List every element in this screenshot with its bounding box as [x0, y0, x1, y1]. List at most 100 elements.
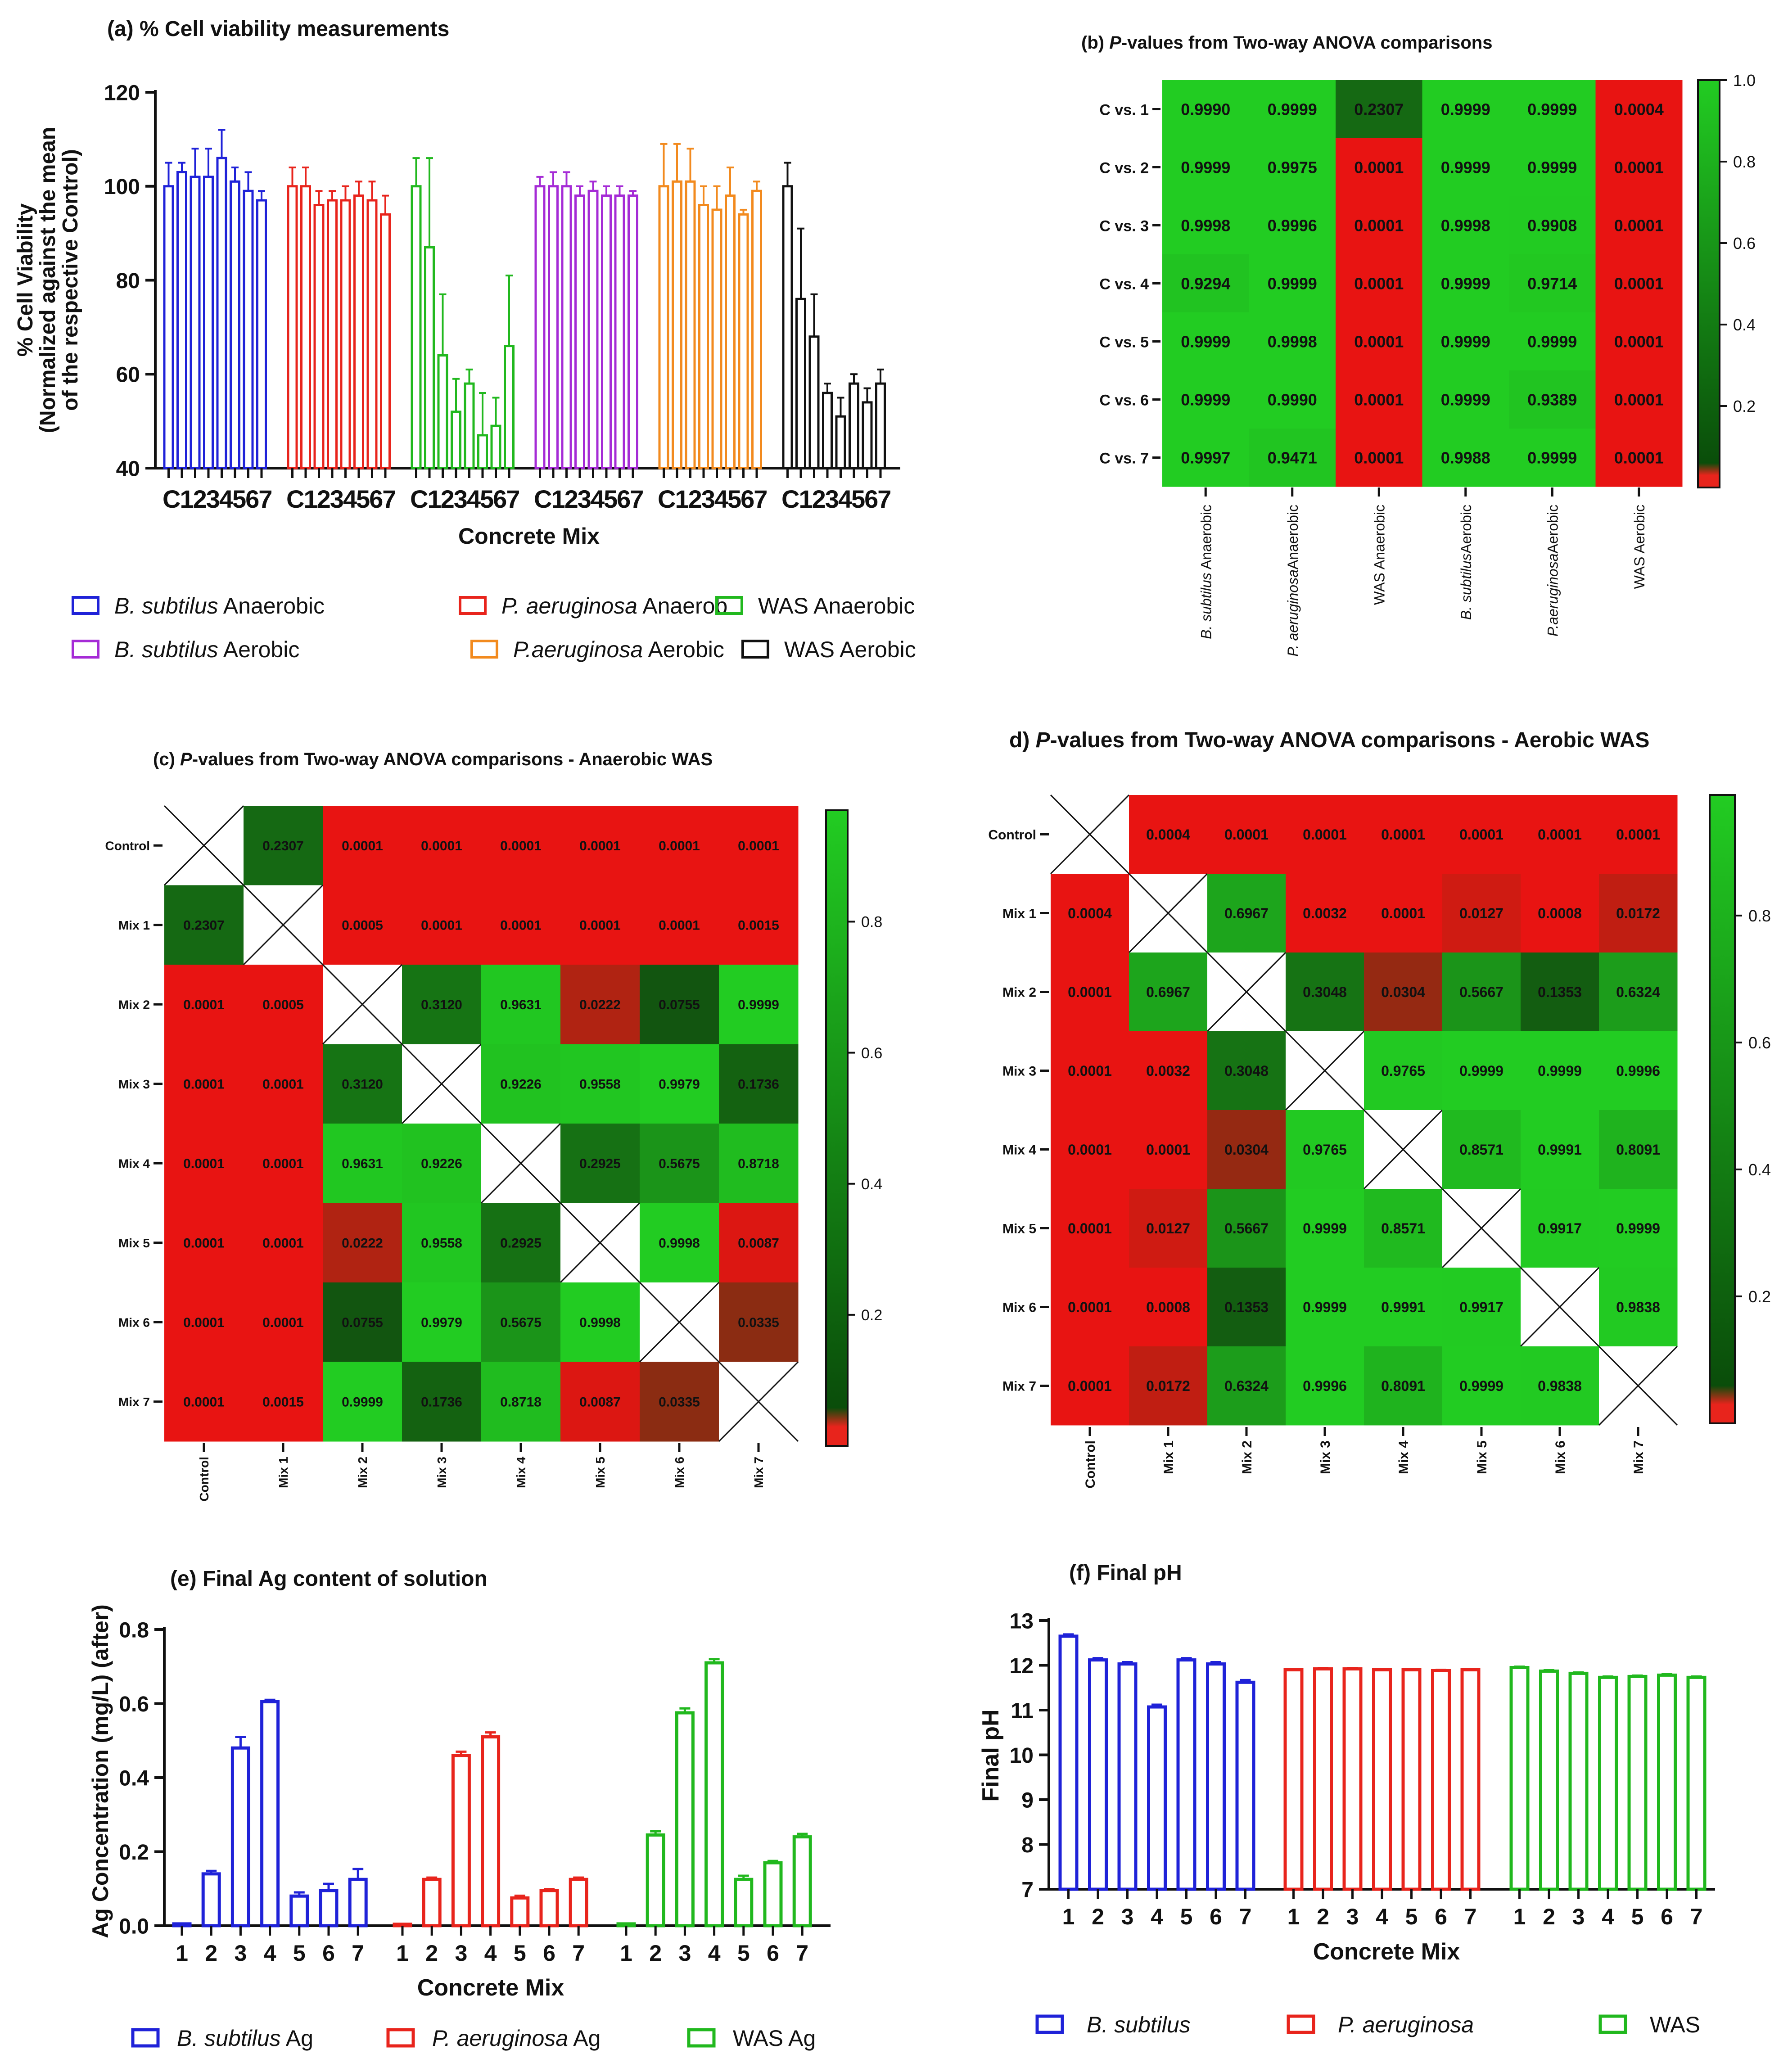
x-tick-label: 7 — [1690, 1904, 1703, 1929]
cell-value: 0.9999 — [1459, 1063, 1504, 1079]
heatmap-cell — [640, 1362, 719, 1442]
column-label: Mix 7 — [752, 1457, 766, 1488]
x-tick-label: 4 — [264, 1941, 276, 1966]
bar — [201, 1872, 221, 1928]
heatmap-cell — [164, 1362, 244, 1442]
cell-value: 0.9988 — [1441, 449, 1490, 467]
diagonal-cross — [163, 805, 244, 886]
heatmap-cell — [1599, 1031, 1678, 1110]
cell-value: 0.6324 — [1616, 984, 1660, 1000]
x-tick-label: 1 — [1513, 1904, 1526, 1929]
cell-value: 0.9631 — [342, 1156, 383, 1171]
bar — [1206, 1662, 1226, 1891]
label-italic-part: B. subtilus — [177, 2026, 281, 2051]
cell-value: 0.9999 — [1459, 1378, 1504, 1394]
diagonal-cross — [718, 1361, 799, 1442]
heatmap-cell — [244, 1362, 323, 1442]
cell-value: 0.6324 — [1224, 1378, 1269, 1394]
cell-value: 0.0335 — [738, 1315, 779, 1330]
cell-value: 0.0001 — [1614, 391, 1664, 409]
bar — [163, 185, 174, 469]
cell-value: 0.1736 — [738, 1077, 779, 1092]
heatmap-cell — [1599, 1268, 1678, 1347]
cell-value: 0.9908 — [1527, 217, 1577, 235]
heatmap-cell — [1364, 952, 1443, 1032]
heatmap-cell — [1051, 1031, 1129, 1110]
heatmap-cell — [1162, 196, 1249, 255]
column-label: P. aeruginosaAnaerobic — [1285, 505, 1301, 656]
heatmap-cell — [1051, 1189, 1129, 1268]
bar — [477, 434, 488, 469]
cell-value: 0.9917 — [1538, 1220, 1582, 1237]
x-tick-label: 1 — [176, 1941, 188, 1966]
x-tick-label: 1 — [620, 1941, 632, 1966]
column-label: Mix 3 — [435, 1457, 449, 1488]
bar — [658, 185, 669, 469]
heatmap-cell — [481, 1282, 561, 1362]
heatmap-cell — [481, 885, 561, 965]
heatmap-cell — [1249, 312, 1336, 371]
cell-value: 0.0015 — [262, 1395, 304, 1410]
label-italic-part: P.aeruginosa — [1544, 554, 1561, 636]
x-tick-label: 3 — [1572, 1904, 1585, 1929]
heatmap-cell — [1442, 1110, 1521, 1189]
cell-value: 0.9999 — [1303, 1299, 1347, 1315]
label-italic-part: B. subtilus — [1087, 2012, 1191, 2037]
cell-value: 0.0001 — [1616, 826, 1660, 843]
heatmap-cell — [1207, 1189, 1286, 1268]
heatmap-cell — [1509, 196, 1596, 255]
column-label: Mix 7 — [1631, 1440, 1646, 1474]
heatmap-cell — [719, 806, 799, 885]
y-tick-label: 40 — [116, 457, 140, 481]
label-plain-part: Aerobic — [1458, 505, 1474, 554]
cell-value: 0.9991 — [1538, 1142, 1582, 1158]
cell-value: 0.9999 — [1527, 333, 1577, 351]
bar — [725, 194, 736, 469]
heatmap-cell — [323, 1044, 402, 1124]
bar — [190, 176, 201, 469]
cell-value: 0.5667 — [1224, 1220, 1269, 1237]
diagonal-cross — [1520, 1267, 1600, 1347]
diagonal-cross — [243, 885, 324, 966]
cell-value: 0.3120 — [342, 1077, 383, 1092]
heatmap-cell — [640, 806, 719, 885]
chart-title: (c) P-values from Two-way ANOVA comparis… — [153, 749, 713, 769]
heatmap-cell — [164, 965, 244, 1044]
bar — [1283, 1668, 1304, 1891]
row-label: Mix 3 — [1002, 1064, 1036, 1079]
cell-value: 0.0001 — [579, 918, 621, 933]
row-label: C vs. 5 — [1099, 334, 1149, 351]
label-italic-part: P.aeruginosa — [513, 637, 643, 662]
x-tick-labels: C1234567 — [534, 485, 643, 513]
heatmap-cell — [1129, 1268, 1208, 1347]
legend-label: WAS Anaerobic — [758, 593, 915, 618]
heatmap-cell — [1364, 874, 1443, 953]
x-tick-label: 4 — [1151, 1904, 1163, 1929]
colorbar-tick-label: 0.8 — [861, 914, 882, 931]
heatmap-cell — [244, 1124, 323, 1203]
heatmap-cell — [560, 885, 640, 965]
heatmap-cell — [1162, 80, 1249, 139]
heatmap-cell — [244, 1044, 323, 1124]
title-rest: -values from Two-way ANOVA comparisons -… — [192, 749, 713, 769]
heatmap-cell — [1129, 952, 1208, 1032]
legend-swatch — [131, 2028, 160, 2048]
label-plain-part: Aerobic — [1544, 505, 1561, 554]
cell-value: 0.9294 — [1181, 275, 1230, 293]
cell-value: 0.8571 — [1381, 1220, 1425, 1237]
cell-value: 0.9714 — [1527, 275, 1577, 293]
heatmap-cell — [1422, 196, 1509, 255]
cell-value: 0.0001 — [1381, 905, 1425, 921]
heatmap-cell — [1595, 196, 1683, 255]
y-tick-label: 120 — [104, 81, 140, 105]
bar — [176, 171, 187, 469]
y-axis-label: % Cell Viability — [14, 203, 37, 357]
cell-value: 0.0001 — [1614, 333, 1664, 351]
heatmap-cell — [1442, 1346, 1521, 1426]
y-tick-label: 10 — [1010, 1744, 1034, 1768]
cell-value: 0.0172 — [1616, 905, 1660, 921]
cell-value: 0.5667 — [1459, 984, 1504, 1000]
cell-value: 0.9389 — [1527, 391, 1577, 409]
x-tick-labels: C1234567 — [781, 485, 890, 513]
y-tick-label: 9 — [1021, 1788, 1034, 1812]
